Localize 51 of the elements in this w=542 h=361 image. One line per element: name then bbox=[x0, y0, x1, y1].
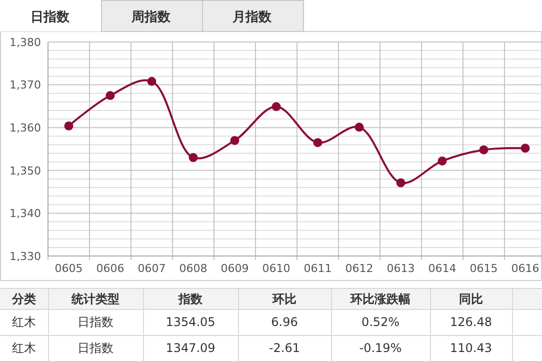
point bbox=[479, 145, 488, 154]
text: 红木 bbox=[12, 341, 36, 355]
category-label: 环比涨跌幅 bbox=[350, 292, 410, 306]
x-tick-label: 0616 bbox=[511, 262, 540, 275]
x-tick-label: 0610 bbox=[262, 262, 290, 275]
category-label: 分类 bbox=[11, 292, 36, 306]
text: -2.61 bbox=[268, 341, 300, 355]
y-tick-label: 1,330 bbox=[10, 250, 41, 263]
text: 红木 bbox=[12, 315, 36, 329]
point bbox=[106, 91, 115, 100]
text: 1354.05 bbox=[166, 315, 216, 329]
y-tick-label: 1,340 bbox=[10, 207, 41, 220]
point bbox=[520, 144, 530, 153]
point bbox=[188, 153, 198, 162]
category-label: 指数 bbox=[178, 292, 204, 306]
x-tick-label: 0609 bbox=[220, 262, 249, 275]
text: 日指数 bbox=[78, 315, 114, 329]
text: 周指数 bbox=[130, 10, 172, 25]
category-label: 统计类型 bbox=[70, 292, 120, 306]
category-label: 同比 bbox=[459, 292, 483, 306]
y-tick-label: 1,350 bbox=[10, 164, 41, 178]
x-tick-label: 0615 bbox=[470, 262, 498, 275]
x-tick-label: 0613 bbox=[386, 262, 415, 275]
category-label: 环比 bbox=[272, 292, 296, 306]
x-tick-label: 0614 bbox=[428, 262, 456, 275]
x-tick-label: 0606 bbox=[96, 262, 124, 275]
y-tick-label: 1,370 bbox=[10, 78, 41, 92]
point bbox=[396, 178, 406, 188]
x-tick-label: 0612 bbox=[345, 262, 374, 275]
point bbox=[354, 122, 364, 132]
point bbox=[438, 156, 447, 166]
text: 日指数 bbox=[78, 341, 114, 355]
text: 6.96 bbox=[271, 315, 298, 329]
text: 1347.09 bbox=[166, 341, 216, 355]
text: 110.43 bbox=[450, 341, 492, 355]
x-tick-label: 0607 bbox=[138, 262, 166, 275]
point bbox=[313, 138, 322, 148]
point bbox=[272, 102, 281, 112]
text: 日指数 bbox=[30, 10, 70, 25]
point bbox=[147, 76, 156, 86]
text: 0.52% bbox=[361, 315, 400, 329]
y-tick-label: 1,360 bbox=[10, 121, 41, 134]
text: 月指数 bbox=[232, 10, 272, 25]
x-tick-label: 0611 bbox=[304, 262, 332, 275]
x-tick-label: 0605 bbox=[54, 262, 83, 275]
x-tick-label: 0608 bbox=[179, 262, 208, 275]
point bbox=[230, 136, 240, 145]
y-tick-label: 1,380 bbox=[10, 36, 41, 49]
text: 126.48 bbox=[450, 315, 492, 329]
text: -0.19% bbox=[359, 341, 402, 355]
point bbox=[64, 121, 74, 130]
